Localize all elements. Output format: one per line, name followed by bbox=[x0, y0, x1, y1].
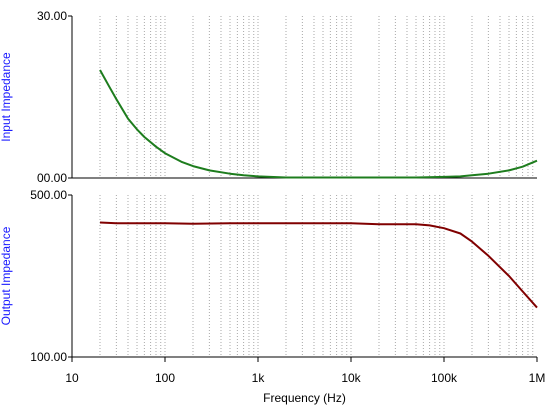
frequency-axis: 10 100 1k 10k 100k 1M Frequency (Hz) bbox=[65, 357, 545, 405]
output-impedance-panel: 500.00 100.00 Output Impedance bbox=[0, 188, 538, 364]
input-impedance-y-tick-label: 00.00 bbox=[37, 171, 67, 185]
frequency-tick-label: 10k bbox=[341, 371, 361, 385]
input-impedance-axis-label: Input Impedance bbox=[0, 52, 13, 142]
frequency-tick-label: 100 bbox=[155, 371, 175, 385]
frequency-tick-label: 10 bbox=[65, 371, 79, 385]
output-impedance-axis-label: Output Impedance bbox=[0, 226, 13, 325]
frequency-tick-label: 1k bbox=[252, 371, 266, 385]
input-impedance-y-tick-label: 30.00 bbox=[37, 9, 67, 23]
output-impedance-y-tick-label: 100.00 bbox=[30, 350, 67, 364]
input-impedance-curve bbox=[99, 69, 538, 179]
output-impedance-y-tick-label: 500.00 bbox=[30, 188, 67, 202]
output-impedance-curve bbox=[99, 221, 538, 309]
input-impedance-panel: 30.00 00.00 Input Impedance bbox=[0, 9, 538, 185]
frequency-tick-label: 100k bbox=[431, 371, 458, 385]
frequency-tick-label: 1M bbox=[529, 371, 546, 385]
frequency-axis-label: Frequency (Hz) bbox=[263, 391, 346, 405]
